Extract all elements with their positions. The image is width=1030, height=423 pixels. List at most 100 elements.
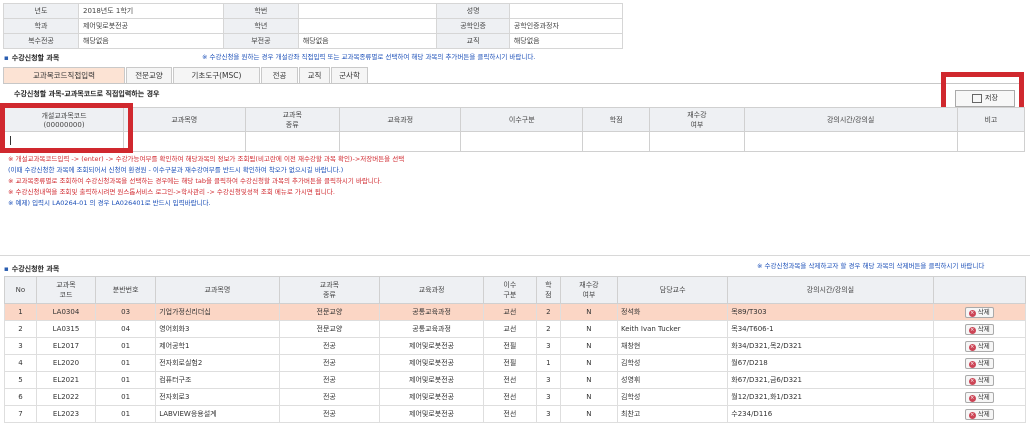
delete-button[interactable]: × 삭제 [964, 306, 994, 318]
input-grid-header: 비고 [956, 107, 1026, 132]
delete-icon: × [968, 326, 976, 334]
delete-cell: × 삭제 [932, 371, 1027, 389]
delete-button[interactable]: × 삭제 [964, 340, 994, 352]
table-cell: LA0304 [35, 303, 97, 321]
delete-label: 삭제 [977, 324, 990, 333]
delete-cell: × 삭제 [932, 303, 1027, 321]
curriculum-cell [338, 131, 462, 152]
table-cell: 교선 [482, 303, 537, 321]
delete-label: 삭제 [977, 375, 990, 384]
delete-button[interactable]: × 삭제 [964, 391, 994, 403]
delete-label: 삭제 [977, 307, 990, 316]
table-cell: 전공 [278, 405, 381, 423]
info-row: 복수전공 해당없음 부전공 해당없음 교직 해당없음 [3, 33, 624, 49]
info-label: 복수전공 [3, 33, 79, 49]
delete-icon: × [968, 411, 976, 419]
input-grid-header: 교육과정 [338, 107, 462, 132]
input-grid-header: 교과목 종류 [244, 107, 340, 132]
table-cell: 화67/D321,금6/D321 [727, 371, 934, 389]
info-value: 제어및로봇전공 [77, 18, 224, 34]
table-row[interactable]: 7 EL2023 01 LABVIEW응용설계 전공 제어및로봇전공 전선 3 N 최찬고 수234… [4, 405, 1027, 423]
table-cell: 김학성 [616, 354, 729, 372]
lecture-time-cell [743, 131, 958, 152]
table-cell: 전자회로3 [155, 388, 280, 406]
table-cell: N [559, 371, 619, 389]
table-row[interactable]: 6 EL2022 01 전자회로3 전공 제어및로봇전공 전선 3 N 김학성 월12/D321,화… [4, 388, 1027, 406]
info-label: 교직 [436, 33, 510, 49]
table-cell: 성영휘 [616, 371, 729, 389]
input-grid-header: 이수구분 [460, 107, 584, 132]
enrolled-header: No [4, 276, 37, 304]
save-button[interactable]: 저장 [955, 90, 1015, 107]
delete-cell: × 삭제 [932, 405, 1027, 423]
table-row[interactable]: 4 EL2020 01 전자회로실험2 전공 제어및로봇전공 전필 1 N 김학성 월67/D218… [4, 354, 1027, 372]
input-grid-header: 강의시간/강의실 [743, 107, 958, 132]
tab-3[interactable]: 전공 [261, 67, 298, 83]
table-cell: 화34/D321,목2/D321 [727, 337, 934, 355]
delete-icon: × [968, 394, 976, 402]
tab-2[interactable]: 기초도구(MSC) [173, 67, 260, 83]
table-row[interactable]: 1 LA0304 03 기업가정신리더십 전문교양 공통교육과정 교선 2 N 정석화 목89/T3… [4, 303, 1027, 321]
delete-icon: × [968, 309, 976, 317]
info-label: 성명 [436, 3, 510, 19]
table-cell: 제어및로봇전공 [379, 405, 484, 423]
delete-button[interactable]: × 삭제 [964, 374, 994, 386]
table-cell: 03 [95, 303, 157, 321]
direct-input-grid: 개설교과목코드 (00000000) 교과목명 교과목 종류 교육과정 이수구분 학점 재수강 여… [4, 107, 1026, 152]
table-cell: 월12/D321,화1/D321 [727, 388, 934, 406]
delete-icon: × [968, 343, 976, 351]
table-cell: EL2020 [35, 354, 97, 372]
enrolled-header: 담당교수 [616, 276, 729, 304]
table-cell: N [559, 354, 619, 372]
info-value: 해당없음 [508, 33, 624, 49]
info-label: 공학인증 [436, 18, 510, 34]
table-cell: 2 [535, 320, 561, 338]
tab-4[interactable]: 교직 [299, 67, 330, 83]
retake-cell [649, 131, 745, 152]
delete-label: 삭제 [977, 409, 990, 418]
table-cell: 목34/T606-1 [727, 320, 934, 338]
table-cell: 전자회로실험2 [155, 354, 280, 372]
tab-1[interactable]: 전문교양 [126, 67, 172, 83]
notice-line: (이때 수강신청한 과목에 조회되어서 신청여 환경원 - 이수구분과 재수강여… [8, 166, 344, 174]
delete-button[interactable]: × 삭제 [964, 408, 994, 420]
table-cell: 전필 [482, 337, 537, 355]
delete-icon: × [968, 360, 976, 368]
highlight-code-input [0, 103, 133, 153]
table-cell: N [559, 388, 619, 406]
table-cell: 채창현 [616, 337, 729, 355]
tab-5[interactable]: 군사학 [331, 67, 368, 83]
enrolled-header: 교육과정 [379, 276, 484, 304]
table-cell: 최찬고 [616, 405, 729, 423]
delete-label: 삭제 [977, 341, 990, 350]
input-grid-header: 교과목명 [123, 107, 246, 132]
apply-instruction: ※ 수강신청을 원하는 경우 개설강좌 직접입력 또는 교과목종류별로 선택하여… [202, 53, 536, 61]
table-row[interactable]: 3 EL2017 01 제어공학1 전공 제어및로봇전공 전필 3 N 채창현 화34/D321,목… [4, 337, 1027, 355]
delete-cell: × 삭제 [932, 388, 1027, 406]
table-cell: 전선 [482, 371, 537, 389]
table-row[interactable]: 2 LA0315 04 영어회화3 전문교양 공통교육과정 교선 2 N Keith Ivan T… [4, 320, 1027, 338]
table-cell: 전공 [278, 337, 381, 355]
table-cell: LABVIEW응용설계 [155, 405, 280, 423]
table-cell: 01 [95, 337, 157, 355]
table-cell: 01 [95, 354, 157, 372]
table-cell: 1 [535, 354, 561, 372]
table-cell: 2 [4, 320, 37, 338]
info-value [508, 3, 624, 19]
notice-line: ※ 개설교과목코드입력 -> (enter) -> 수강가능여부를 확인하여 해… [8, 155, 405, 163]
credit-cell [582, 131, 651, 152]
info-label: 부전공 [222, 33, 299, 49]
table-cell: 제어및로봇전공 [379, 371, 484, 389]
table-cell: LA0315 [35, 320, 97, 338]
table-cell: N [559, 303, 619, 321]
delete-button[interactable]: × 삭제 [964, 323, 994, 335]
info-value: 해당없음 [297, 33, 438, 49]
notice-line: ※ 교과목종류별로 조회하여 수강신청과목을 선택하는 경우에는 해당 tab을… [8, 177, 382, 185]
delete-cell: × 삭제 [932, 320, 1027, 338]
table-cell: EL2022 [35, 388, 97, 406]
table-row[interactable]: 5 EL2021 01 컴퓨터구조 전공 제어및로봇전공 전선 3 N 성영휘 화67/D321,금… [4, 371, 1027, 389]
table-cell: 전선 [482, 405, 537, 423]
table-cell: 3 [535, 371, 561, 389]
delete-button[interactable]: × 삭제 [964, 357, 994, 369]
tab-0[interactable]: 교과목코드직접입력 [3, 67, 125, 83]
